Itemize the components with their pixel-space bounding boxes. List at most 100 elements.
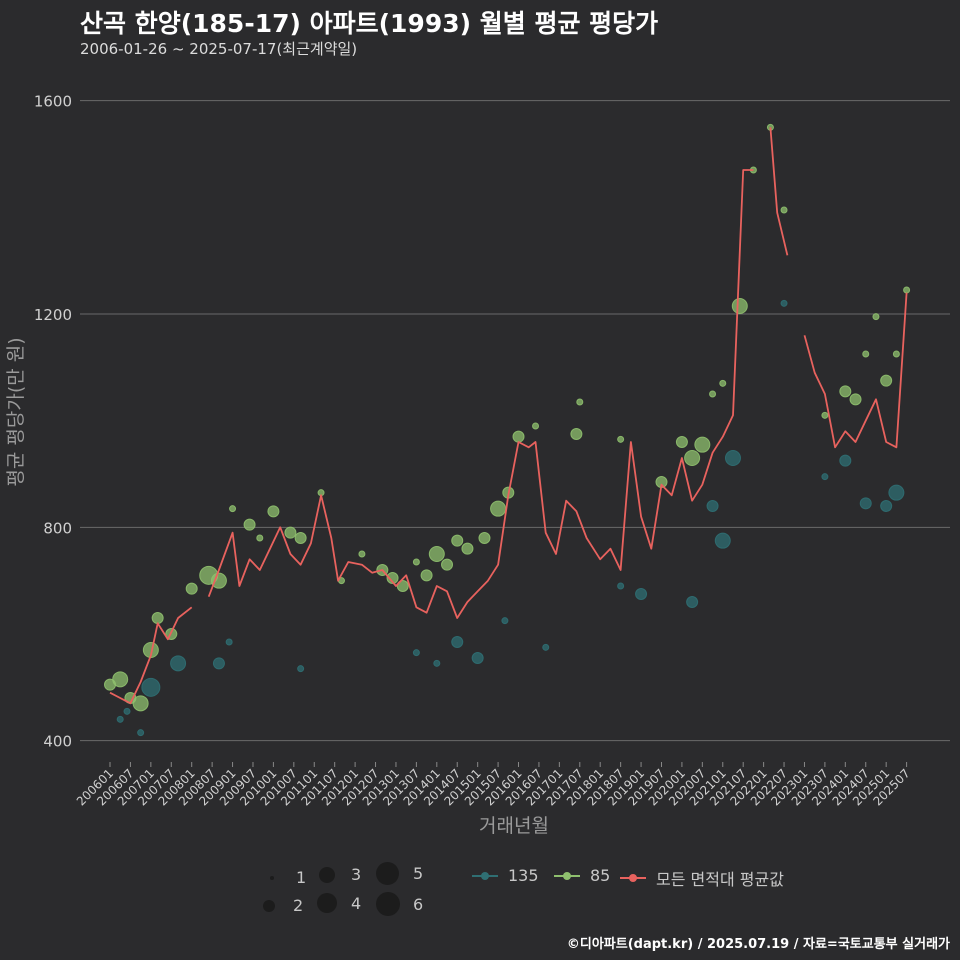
- average-line-segment: [109, 606, 193, 705]
- y-tick-label: 800: [43, 519, 72, 537]
- data-point-85: [267, 505, 280, 518]
- data-point-135: [412, 649, 420, 657]
- data-point-85: [358, 550, 366, 558]
- data-point-85: [490, 500, 507, 517]
- data-point-85: [576, 398, 584, 406]
- data-point-135: [501, 617, 509, 625]
- legend-size-3: 3: [319, 865, 361, 884]
- average-line-segment: [769, 127, 789, 256]
- legend-size-1: 1: [266, 868, 306, 887]
- data-point-135: [116, 715, 124, 723]
- data-point-135: [859, 497, 872, 510]
- data-point-85: [780, 206, 788, 214]
- data-point-135: [141, 677, 161, 697]
- data-point-85: [880, 374, 893, 387]
- y-tick-label: 1600: [34, 93, 72, 111]
- data-point-85: [294, 532, 307, 544]
- page-title: 산곡 한양(185-17) 아파트(1993) 월별 평균 평당가: [80, 9, 659, 38]
- data-point-85: [420, 569, 433, 582]
- data-points: [104, 123, 911, 737]
- legend-series-85: 85: [554, 866, 610, 885]
- average-line: [109, 127, 908, 705]
- legend-size-6: 6: [376, 892, 423, 916]
- data-point-135: [542, 643, 550, 651]
- data-point-85: [229, 505, 237, 513]
- y-axis-label: 평균 평당가(만 원): [5, 337, 27, 486]
- data-point-85: [821, 411, 829, 419]
- data-point-85: [532, 422, 540, 430]
- data-point-135: [780, 299, 788, 307]
- x-axis-label: 거래년월: [479, 815, 549, 837]
- data-point-135: [170, 655, 187, 672]
- data-point-85: [675, 436, 688, 448]
- data-point-135: [839, 454, 852, 467]
- data-point-85: [731, 298, 748, 314]
- average-line-segment: [803, 292, 908, 449]
- data-point-85: [684, 450, 701, 466]
- y-grid: [80, 100, 950, 742]
- data-point-135: [714, 532, 731, 549]
- data-point-135: [225, 638, 233, 646]
- data-point-135: [635, 588, 648, 600]
- series-135-key-icon: [472, 870, 498, 882]
- data-point-85: [185, 582, 198, 595]
- series-85-key-icon: [554, 870, 580, 882]
- data-point-85: [210, 572, 227, 589]
- data-point-135: [686, 596, 699, 608]
- date-range-subtitle: 2006-01-26 ~ 2025-07-17(최근계약일): [80, 40, 358, 58]
- size-dot-icon: [270, 875, 274, 880]
- data-point-85: [872, 313, 880, 321]
- data-point-85: [243, 518, 256, 531]
- data-point-85: [441, 558, 454, 571]
- data-point-135: [821, 473, 829, 481]
- legend-series-average: 모든 면적대 평균값: [620, 866, 784, 890]
- data-point-85: [132, 695, 149, 712]
- data-point-85: [719, 379, 727, 387]
- price-scatter-chart: 400 800 1200 1600 2006012006072007012007072…: [5, 93, 950, 837]
- data-point-85: [709, 390, 717, 398]
- data-point-85: [512, 430, 525, 443]
- legend-series-135: 135: [472, 866, 539, 885]
- size-dot-icon: [376, 862, 399, 885]
- data-point-135: [706, 500, 719, 512]
- data-point-135: [451, 636, 464, 648]
- data-point-85: [903, 286, 911, 294]
- data-point-85: [386, 572, 399, 584]
- size-dot-icon: [263, 899, 275, 912]
- data-point-85: [396, 580, 409, 592]
- y-tick-label: 400: [43, 733, 72, 751]
- y-tick-labels: 400 800 1200 1600: [34, 93, 72, 751]
- data-point-135: [471, 652, 484, 664]
- data-point-85: [428, 546, 445, 562]
- data-point-135: [123, 707, 131, 715]
- x-tick-labels: 2006012006072007012007072008012008072009…: [74, 762, 913, 809]
- data-point-135: [880, 500, 893, 512]
- data-point-85: [461, 542, 474, 555]
- data-point-85: [256, 534, 264, 542]
- data-point-85: [112, 671, 129, 688]
- data-point-135: [724, 450, 741, 466]
- legend-size-2: 2: [263, 896, 303, 915]
- size-dot-icon: [319, 866, 335, 883]
- data-point-85: [892, 350, 900, 358]
- data-point-135: [617, 582, 625, 590]
- series-average-key-icon: [620, 872, 646, 884]
- chart-legend: 1 2 3 4 5 6 135 85 모든 면적대 평균값: [0, 860, 960, 930]
- data-point-135: [888, 484, 905, 501]
- data-point-85: [862, 350, 870, 358]
- source-caption: ©디아파트(dapt.kr) / 2025.07.19 / 자료=국토교통부 실…: [566, 937, 950, 952]
- average-line-segment: [207, 169, 754, 619]
- legend-size-5: 5: [376, 862, 423, 885]
- data-point-85: [694, 436, 711, 453]
- data-point-85: [478, 532, 491, 544]
- data-point-85: [570, 428, 583, 440]
- size-dot-icon: [317, 893, 337, 913]
- data-point-135: [137, 729, 145, 737]
- y-tick-label: 1200: [34, 306, 72, 324]
- data-point-85: [617, 435, 625, 443]
- data-point-85: [839, 385, 852, 398]
- data-point-85: [151, 612, 164, 624]
- data-point-85: [284, 526, 297, 539]
- data-point-135: [212, 657, 225, 670]
- legend-size-4: 4: [317, 893, 361, 913]
